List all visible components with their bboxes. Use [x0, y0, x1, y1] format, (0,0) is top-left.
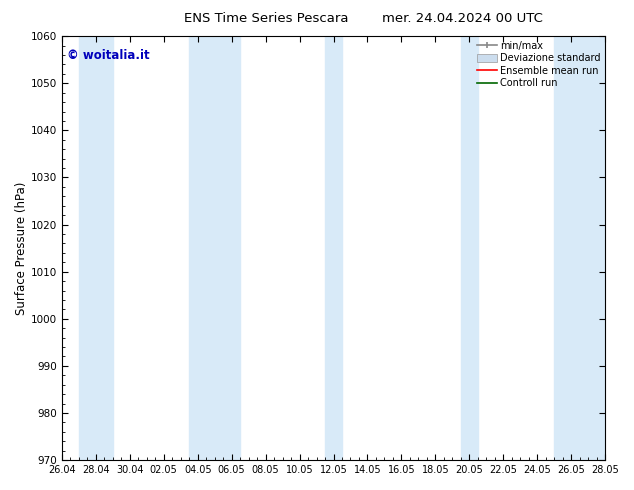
Bar [79, 36, 113, 460]
Y-axis label: Surface Pressure (hPa): Surface Pressure (hPa) [15, 181, 28, 315]
Bar [461, 36, 478, 460]
Bar [325, 36, 342, 460]
Text: ENS Time Series Pescara: ENS Time Series Pescara [184, 12, 349, 25]
Text: © woitalia.it: © woitalia.it [67, 49, 150, 62]
Legend: min/max, Deviazione standard, Ensemble mean run, Controll run: min/max, Deviazione standard, Ensemble m… [474, 38, 603, 91]
Bar [554, 36, 614, 460]
Text: mer. 24.04.2024 00 UTC: mer. 24.04.2024 00 UTC [382, 12, 543, 25]
Bar [189, 36, 240, 460]
